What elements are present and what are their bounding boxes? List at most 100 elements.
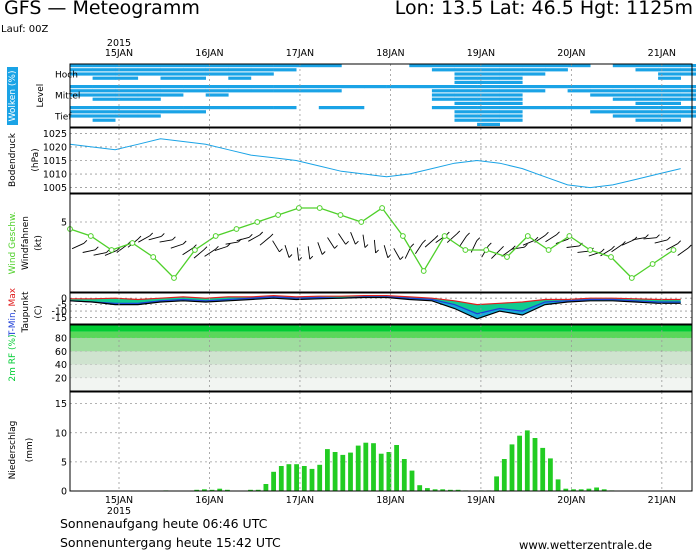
sunset-text: Sonnenuntergang heute 15:42 UTC [60, 535, 281, 550]
cloud-cell [431, 85, 455, 89]
cloud-cell [137, 97, 161, 101]
wind-barb-flag [288, 254, 293, 258]
cloud-cell [680, 64, 696, 68]
source-link[interactable]: www.wetterzentrale.de [519, 538, 653, 552]
temp-tick-label: -5 [58, 300, 67, 311]
cloud-cell [658, 97, 681, 101]
cloud-cell [499, 85, 523, 89]
cloud-cell [273, 89, 297, 93]
date-label-top: 15JAN [105, 48, 133, 59]
cloud-cell [499, 93, 523, 97]
wind-barb-flag [611, 245, 615, 250]
temp-label-part: Min [8, 312, 18, 328]
precip-unit: (mm) [25, 438, 35, 463]
cloud-cell [296, 64, 320, 68]
cloud-cell [545, 85, 568, 89]
cloud-cell [70, 68, 93, 72]
precip-bar [194, 489, 200, 491]
cloud-cell [92, 72, 116, 76]
cloud-cell [658, 76, 681, 80]
wind-barb [93, 252, 107, 256]
wind-speed-point [628, 275, 635, 281]
cloud-cell [250, 72, 274, 76]
wind-speed-label: Wind Geschw. [8, 212, 18, 275]
cloud-cell [635, 118, 659, 122]
cloud-cell [386, 85, 410, 89]
cloud-cell [115, 114, 139, 118]
cloud-cell [250, 106, 274, 110]
wind-barbs-label: Windfahnen [21, 216, 31, 270]
cloud-cell [658, 106, 681, 110]
wind-barb [362, 234, 366, 248]
cloud-cell [228, 72, 252, 76]
panel-frame [69, 127, 693, 194]
wind-barb [632, 237, 646, 241]
cloud-cell [612, 85, 636, 89]
cloud-cell [183, 106, 206, 110]
wind-speed-point [504, 254, 510, 260]
wind-barb [272, 240, 280, 253]
panel-labels: Wolken (%) Bodendruck (hPa) Wind Geschw. Win… [7, 67, 44, 479]
pressure-unit: (hPa) [31, 148, 41, 171]
wind-speed-point [379, 205, 386, 211]
wind-barb-flag [622, 241, 626, 245]
cloud-cell [477, 101, 500, 105]
wind-barb [284, 245, 290, 258]
panel-frame [69, 63, 693, 128]
cloud-cell [680, 85, 696, 89]
wind-speed-point [150, 254, 157, 260]
cloud-cell [522, 106, 546, 110]
wind-barb-flag [355, 240, 359, 245]
cloud-cell [499, 76, 523, 80]
cloud-cell [250, 85, 274, 89]
cloud-cell [92, 89, 116, 93]
cloud-cell [137, 110, 161, 114]
wind-speed-point [275, 212, 282, 218]
humidity-band [70, 377, 692, 391]
cloud-cell [567, 106, 591, 110]
precip-bar [524, 430, 530, 491]
cloud-cell [635, 106, 659, 110]
precip-bar [340, 454, 346, 491]
humidity-band [70, 331, 692, 339]
wind-barb [566, 245, 580, 248]
date-label-bottom: 18JAN [376, 495, 404, 506]
cloud-cell [92, 110, 116, 114]
cloud-cell [431, 106, 455, 110]
cloud-cell [454, 72, 478, 76]
wind-barb-flag [511, 245, 516, 250]
cloud-cell [115, 72, 139, 76]
precip-bar [225, 489, 230, 491]
pressure-tick-label: 1020 [43, 142, 67, 153]
pressure-panel: 1025 1020 1015 1010 1005 [43, 129, 692, 194]
humidity-band [70, 338, 692, 352]
cloud-cell [431, 97, 455, 101]
cloud-cell [545, 106, 568, 110]
precip-bar [355, 445, 361, 491]
page-title: GFS — Meteogramm [4, 0, 200, 19]
date-label-top: 16JAN [195, 48, 223, 59]
cloud-cell [70, 72, 93, 76]
cloud-cell [522, 64, 546, 68]
pressure-tick-label: 1005 [43, 183, 67, 194]
wind-speed-point [233, 226, 240, 232]
wind-barb [214, 246, 228, 252]
wind-barb-flag [410, 243, 415, 248]
cloud-cell [612, 64, 636, 68]
cloud-cell [658, 101, 681, 105]
cloud-cell [658, 110, 681, 114]
cloud-cell [431, 89, 455, 93]
cloud-cell [680, 97, 696, 101]
humidity-label: 2m RF (%) [8, 334, 18, 381]
cloud-cell [137, 114, 161, 118]
cloud-cell [499, 68, 523, 72]
wind-barb-flag [645, 234, 649, 238]
cloud-cell [205, 89, 229, 93]
cloud-cell [612, 106, 636, 110]
wind-barb [193, 249, 205, 259]
cloud-cell [250, 89, 274, 93]
cloud-cell [228, 64, 252, 68]
wind-barb [104, 249, 118, 256]
humidity-band [70, 325, 692, 332]
